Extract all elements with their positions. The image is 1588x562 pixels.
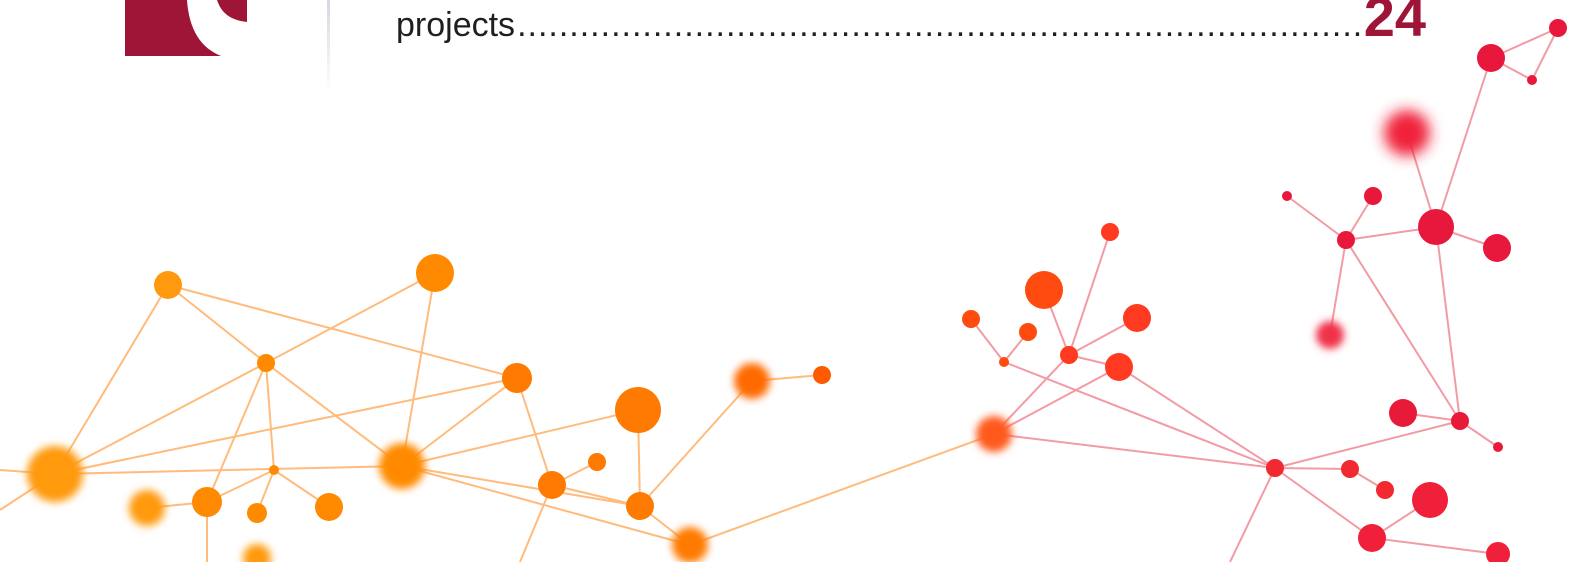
- network-nodes-red: [962, 19, 1567, 562]
- toc-entry-projects[interactable]: projects ...............................…: [396, 0, 1426, 48]
- toc-page-number: 24: [1363, 0, 1426, 48]
- column-divider: [327, 0, 330, 92]
- toc-dot-leader: ........................................…: [517, 6, 1360, 44]
- logo-inner-stroke: [217, 0, 247, 22]
- brand-logo-icon: [125, 0, 247, 56]
- network-nodes-orange: [27, 254, 831, 562]
- network-edges-orange: [0, 272, 995, 562]
- toc-entry-label: projects: [396, 6, 516, 44]
